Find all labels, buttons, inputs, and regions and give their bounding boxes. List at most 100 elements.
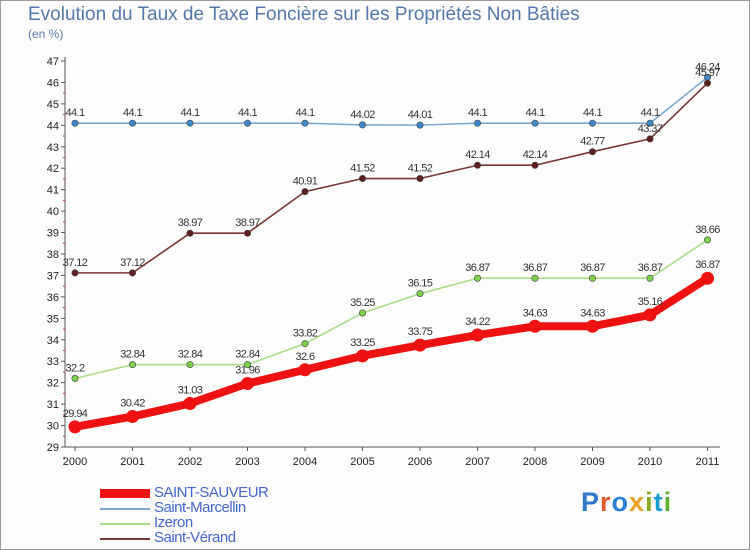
data-label: 44.1 [525, 107, 544, 119]
y-tick-label: 40 [47, 206, 59, 218]
data-point [586, 319, 599, 333]
x-tick-label: 2008 [523, 456, 547, 468]
y-tick-label: 32 [47, 378, 59, 390]
data-point [129, 361, 137, 369]
data-point [703, 236, 711, 244]
x-tick-label: 2003 [235, 456, 259, 468]
x-tick-label: 2010 [638, 456, 662, 468]
y-tick-label: 45 [47, 99, 59, 111]
data-point [129, 119, 137, 127]
data-point [531, 161, 539, 169]
data-point [643, 308, 657, 322]
legend-label: Saint-Marcellin [154, 499, 246, 516]
y-tick-label: 31 [47, 399, 59, 411]
data-point [588, 274, 596, 282]
legend-label: Izeron [154, 514, 193, 531]
x-tick-label: 2009 [580, 456, 604, 468]
legend-swatch [100, 489, 150, 498]
y-tick-label: 39 [47, 228, 59, 240]
proxiti-logo: Proxiti [581, 487, 672, 518]
data-label: 44.01 [408, 109, 433, 121]
data-label: 44.1 [468, 107, 487, 119]
series-line [74, 239, 709, 380]
data-point [244, 361, 252, 369]
data-point [68, 420, 82, 434]
data-point [126, 410, 139, 424]
data-label: 44.1 [180, 107, 199, 119]
x-tick-label: 2006 [408, 456, 432, 468]
legend-swatch [100, 538, 150, 540]
data-label: 36.87 [638, 262, 663, 274]
data-label: 44.1 [295, 107, 314, 119]
x-tick-label: 2004 [293, 456, 317, 468]
y-tick-label: 46 [47, 77, 59, 89]
data-point [413, 338, 427, 352]
logo-letter: P [581, 487, 601, 517]
series-line [74, 82, 709, 274]
logo-letter: i [663, 487, 673, 517]
data-label: 44.1 [123, 107, 142, 119]
data-label: 31.03 [178, 384, 203, 396]
y-tick-label: 33 [47, 356, 59, 368]
data-point [186, 229, 194, 237]
y-tick-label: 47 [47, 56, 59, 68]
data-label: 34.63 [523, 307, 548, 319]
chart-title: Evolution du Taux de Taxe Foncière sur l… [28, 4, 580, 25]
y-tick-label: 43 [47, 142, 59, 154]
y-tick-label: 37 [47, 270, 59, 282]
data-label: 33.25 [350, 337, 375, 349]
logo-letter: x [629, 487, 646, 517]
data-label: 40.91 [293, 176, 318, 188]
y-tick-label: 44 [47, 120, 59, 132]
data-label: 46.24 [695, 61, 720, 73]
data-label: 44.1 [583, 107, 602, 119]
data-point [301, 188, 309, 196]
data-label: 31.96 [235, 365, 260, 377]
data-label: 41.52 [350, 163, 375, 175]
data-point [416, 121, 424, 129]
data-label: 41.52 [408, 163, 433, 175]
data-point [356, 349, 369, 363]
data-point [358, 309, 366, 317]
data-point [531, 274, 539, 282]
logo-letter: r [600, 487, 612, 517]
data-point [358, 175, 366, 183]
data-point [71, 269, 79, 277]
data-label: 32.84 [120, 349, 145, 361]
data-point [71, 119, 79, 127]
data-point [301, 119, 309, 127]
data-label: 29.94 [63, 408, 88, 420]
data-point [301, 340, 309, 348]
y-tick-label: 42 [47, 163, 59, 175]
data-label: 33.75 [408, 326, 433, 338]
data-point [129, 269, 137, 277]
data-label: 44.1 [640, 107, 659, 119]
data-point [703, 79, 711, 87]
legend-label: SAINT-SAUVEUR [154, 484, 269, 501]
logo-letter: o [611, 487, 630, 517]
data-label: 38.66 [695, 224, 720, 236]
data-label: 44.02 [350, 109, 375, 121]
data-label: 42.77 [580, 136, 605, 148]
data-point [241, 377, 254, 391]
logo-letter: t [653, 487, 664, 517]
x-tick-label: 2007 [465, 456, 489, 468]
data-label: 34.22 [465, 316, 490, 328]
data-point [416, 175, 424, 183]
data-point [471, 328, 484, 342]
data-point [298, 363, 312, 377]
y-tick-label: 34 [47, 335, 59, 347]
logo-letter: i [645, 487, 654, 517]
data-point [473, 274, 481, 282]
data-label: 33.82 [293, 328, 318, 340]
data-point [646, 274, 654, 282]
data-label: 30.42 [120, 398, 145, 410]
y-tick-label: 38 [47, 249, 59, 261]
data-label: 36.15 [408, 278, 433, 290]
x-tick-label: 2001 [120, 456, 144, 468]
data-point [701, 271, 714, 285]
data-label: 42.14 [465, 149, 490, 161]
data-point [186, 361, 194, 369]
data-label: 45.97 [695, 67, 720, 79]
